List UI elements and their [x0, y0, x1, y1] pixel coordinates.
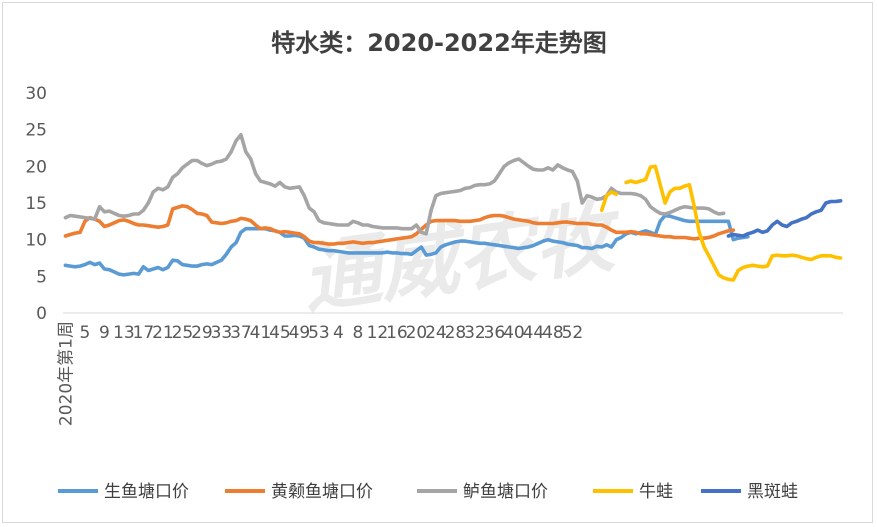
legend: 生鱼塘口价 黄颡鱼塘口价 鲈鱼塘口价 牛蛙 黑斑蛙	[58, 482, 798, 502]
x-tick-label: 21	[152, 323, 174, 343]
x-tick-label: 37	[230, 323, 252, 343]
series-line-4	[726, 199, 843, 238]
x-tick-label: 48	[542, 323, 564, 343]
y-tick-label: 0	[36, 304, 47, 324]
x-tick-label: 20	[406, 323, 428, 343]
x-tick-label: 13	[113, 323, 135, 343]
x-tick-label: 24	[425, 323, 447, 343]
x-tick-label: 9	[99, 323, 110, 343]
x-tick-label: 25	[172, 323, 194, 343]
x-tick-label: 40	[503, 323, 525, 343]
y-tick-label: 25	[25, 121, 47, 141]
series-line-1	[63, 204, 736, 246]
x-tick-label: 44	[523, 323, 545, 343]
legend-label: 黑斑蛙	[747, 482, 798, 502]
x-tick-label: 12	[367, 323, 389, 343]
y-axis: 0 5 10 15 20 25 30	[25, 84, 47, 324]
series-line-3	[599, 164, 843, 282]
x-tick-label: 4	[333, 323, 344, 343]
x-tick-label: 45	[269, 323, 291, 343]
series-line-2	[63, 133, 726, 236]
y-tick-label: 20	[25, 157, 47, 177]
watermark: 通威农牧	[297, 191, 629, 325]
y-tick-label: 15	[25, 194, 47, 214]
x-tick-label: 36	[484, 323, 506, 343]
x-tick-label: 53	[308, 323, 330, 343]
x-tick-label: 5	[80, 323, 91, 343]
series-layer	[63, 133, 843, 282]
legend-label: 鲈鱼塘口价	[463, 482, 548, 502]
x-tick-label-first: 2020年第1周	[56, 321, 76, 426]
x-tick-label: 28	[445, 323, 467, 343]
x-tick-label: 49	[289, 323, 311, 343]
x-tick-label: 41	[250, 323, 272, 343]
x-tick-label: 8	[353, 323, 364, 343]
y-tick-label: 30	[25, 84, 47, 104]
x-tick-label: 17	[133, 323, 155, 343]
x-tick-label: 33	[211, 323, 233, 343]
x-tick-label: 29	[191, 323, 213, 343]
x-tick-label: 32	[464, 323, 486, 343]
x-tick-label: 16	[386, 323, 408, 343]
y-tick-label: 5	[36, 267, 47, 287]
x-tick-label: 52	[562, 323, 584, 343]
y-tick-label: 10	[25, 231, 47, 251]
legend-label: 黄颡鱼塘口价	[271, 482, 373, 502]
legend-label: 生鱼塘口价	[104, 482, 189, 502]
chart-title: 特水类：2020-2022年走势图	[271, 29, 607, 57]
legend-label: 牛蛙	[639, 482, 673, 502]
